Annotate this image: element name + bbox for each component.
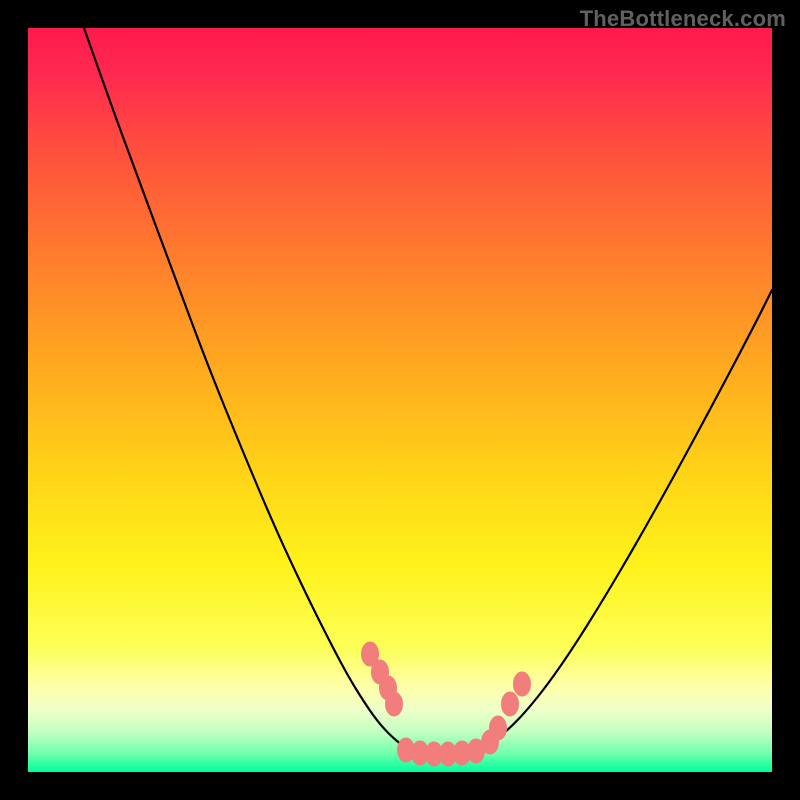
curve-marker: [502, 692, 519, 716]
watermark-text: TheBottleneck.com: [580, 6, 786, 32]
curve-marker: [386, 692, 403, 716]
curve-marker: [490, 716, 507, 740]
gradient-background: [28, 28, 772, 772]
curve-marker: [514, 672, 531, 696]
bottleneck-chart: [28, 28, 772, 772]
chart-plot-area: [28, 28, 772, 772]
